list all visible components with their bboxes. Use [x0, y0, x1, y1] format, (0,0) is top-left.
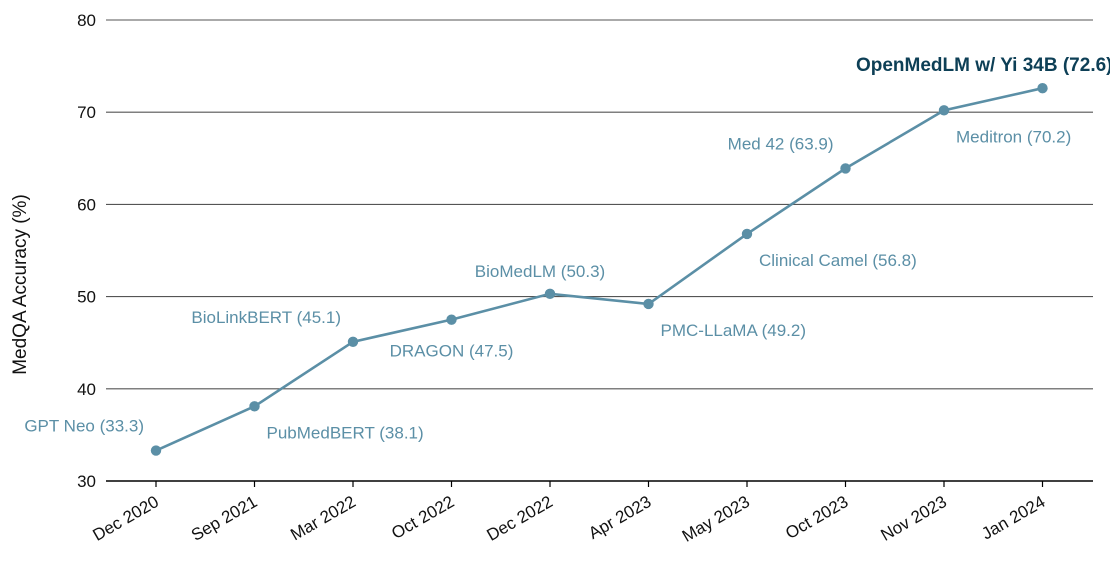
x-tick-label: Dec 2022 — [483, 492, 556, 545]
x-axis: Dec 2020 Sep 2021 Mar 2022 Oct 2022 Dec 2022… — [89, 481, 1049, 546]
data-point — [347, 336, 359, 347]
x-tick-label: Oct 2023 — [782, 492, 851, 543]
y-tick-label: 50 — [77, 288, 96, 307]
data-labels: GPT Neo (33.3) PubMedBERT (38.1) BioLinkBE… — [24, 55, 1110, 442]
data-point — [544, 288, 556, 300]
y-tick-label: 70 — [77, 103, 96, 122]
data-point — [249, 401, 260, 412]
x-tick-label: Sep 2021 — [188, 492, 261, 545]
data-points — [150, 83, 1048, 456]
data-label: DRAGON (47.5) — [390, 342, 514, 361]
data-label: GPT Neo (33.3) — [24, 417, 144, 436]
data-point — [446, 314, 457, 325]
data-label: PMC-LLaMA (49.2) — [661, 321, 807, 340]
x-tick-label: Mar 2022 — [287, 492, 359, 544]
data-point — [840, 163, 851, 174]
x-tick-label: Jan 2024 — [978, 492, 1048, 543]
x-tick-label: Nov 2023 — [877, 492, 950, 545]
gridlines — [106, 19, 1093, 482]
data-point — [741, 228, 753, 240]
x-tick-label: Apr 2023 — [585, 492, 654, 543]
y-axis-ticks: 30 40 50 60 70 80 — [77, 11, 96, 491]
x-tick-label: Oct 2022 — [388, 492, 457, 543]
data-label: BioMedLM (50.3) — [475, 262, 605, 281]
x-tick-label: May 2023 — [679, 492, 753, 546]
data-point — [1037, 83, 1048, 94]
data-label: Meditron (70.2) — [956, 127, 1071, 146]
data-label: PubMedBERT (38.1) — [267, 423, 424, 442]
y-tick-label: 80 — [77, 11, 96, 30]
series-line — [155, 86, 1043, 452]
data-label: Med 42 (63.9) — [728, 134, 834, 153]
y-axis-label: MedQA Accuracy (%) — [10, 194, 31, 375]
y-tick-label: 40 — [77, 380, 96, 399]
y-tick-label: 60 — [77, 195, 96, 214]
data-point — [643, 298, 654, 310]
data-label: BioLinkBERT (45.1) — [191, 308, 341, 327]
data-label: OpenMedLM w/ Yi 34B (72.6) — [856, 55, 1110, 76]
data-point — [150, 445, 162, 456]
x-tick-label: Dec 2020 — [89, 492, 162, 545]
data-point — [938, 105, 950, 116]
data-label: Clinical Camel (56.8) — [759, 251, 917, 270]
y-tick-label: 30 — [77, 472, 96, 491]
